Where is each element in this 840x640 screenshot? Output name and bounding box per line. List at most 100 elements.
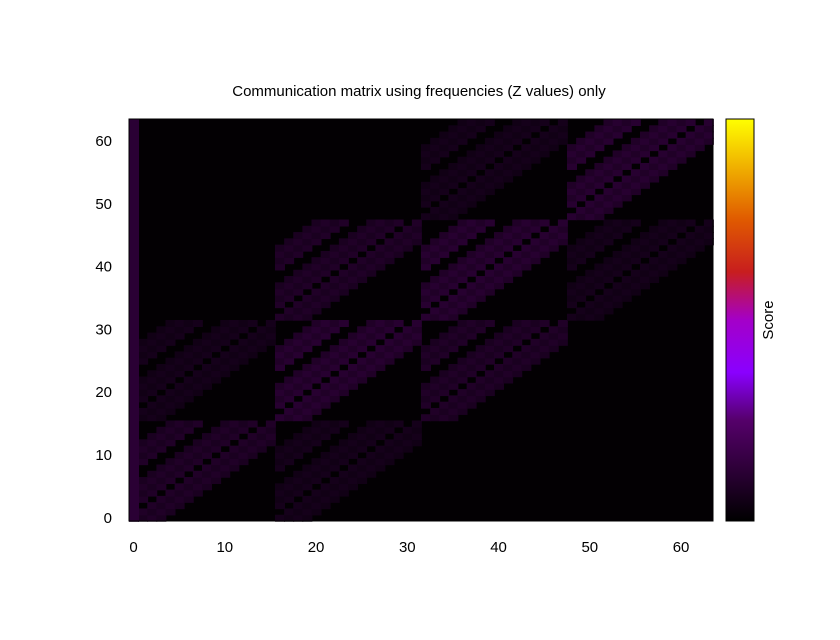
heatmap-cell	[357, 433, 368, 441]
heatmap-cell	[411, 225, 422, 233]
heatmap-cell	[402, 326, 413, 334]
heatmap-cell	[667, 162, 678, 170]
heatmap-cell	[302, 502, 313, 510]
heatmap-cell	[640, 244, 650, 252]
heatmap-cell	[284, 458, 295, 466]
heatmap-cell	[658, 156, 669, 164]
heatmap-cell	[503, 363, 514, 371]
heatmap-cell	[475, 225, 486, 233]
heatmap-cell	[475, 357, 486, 365]
heatmap-cell	[311, 219, 322, 227]
heatmap-cell	[192, 477, 203, 485]
heatmap-cell	[338, 269, 349, 277]
heatmap-cell	[475, 181, 486, 189]
heatmap-cell	[585, 200, 596, 208]
heatmap-cell	[430, 282, 441, 290]
heatmap-cell	[384, 420, 395, 428]
heatmap-cell	[311, 502, 322, 510]
heatmap-cell	[302, 363, 313, 371]
heatmap-cell	[338, 345, 349, 353]
heatmap-cell	[494, 250, 504, 258]
heatmap-cell	[621, 162, 632, 170]
heatmap-cell	[448, 144, 459, 152]
heatmap-cell	[293, 407, 304, 415]
heatmap-cell	[430, 250, 441, 258]
heatmap-cell	[338, 276, 349, 284]
x-tick-label: 30	[399, 539, 416, 556]
heatmap-cell	[393, 451, 404, 459]
heatmap-cell	[685, 238, 696, 246]
heatmap-cell	[338, 477, 349, 485]
heatmap-cell	[466, 119, 477, 126]
heatmap-cell	[348, 370, 358, 378]
heatmap-cell	[539, 345, 550, 353]
heatmap-cell	[129, 269, 139, 277]
heatmap-cell	[430, 150, 441, 158]
heatmap-cell	[494, 131, 504, 139]
heatmap-cell	[183, 445, 194, 453]
heatmap-cell	[621, 156, 632, 164]
heatmap-cell	[640, 181, 650, 189]
heatmap-cell	[421, 244, 431, 252]
heatmap-cell	[466, 169, 477, 177]
heatmap-cell	[466, 219, 477, 227]
heatmap-cell	[512, 357, 523, 365]
heatmap-cell	[667, 156, 678, 164]
heatmap-cell	[220, 470, 231, 478]
heatmap-cell	[448, 282, 459, 290]
heatmap-cell	[640, 263, 650, 271]
heatmap-cell	[275, 357, 285, 365]
x-tick-label: 0	[129, 539, 137, 556]
heatmap-cell	[466, 162, 477, 170]
heatmap-cell	[430, 395, 441, 403]
heatmap-cell	[512, 338, 523, 346]
heatmap-cell	[311, 238, 322, 246]
heatmap-cell	[293, 470, 304, 478]
heatmap-cell	[557, 119, 568, 126]
heatmap-cell	[129, 225, 139, 233]
heatmap-cell	[439, 307, 450, 315]
heatmap-cell	[156, 345, 167, 353]
heatmap-cell	[384, 351, 395, 359]
heatmap-cell	[366, 269, 377, 277]
heatmap-cell	[211, 426, 222, 434]
heatmap-cell	[338, 439, 349, 447]
heatmap-cell	[612, 200, 623, 208]
heatmap-cell	[348, 477, 358, 485]
heatmap-cell	[329, 276, 340, 284]
heatmap-cell	[475, 288, 486, 296]
heatmap-cell	[275, 351, 285, 359]
heatmap-cell	[165, 508, 176, 516]
heatmap-cell	[521, 332, 532, 340]
heatmap-cell	[129, 389, 139, 397]
heatmap-cell	[439, 131, 450, 139]
heatmap-cell	[421, 263, 431, 271]
heatmap-cell	[430, 382, 441, 390]
heatmap-cell	[439, 389, 450, 397]
heatmap-cell	[475, 188, 486, 196]
heatmap-cell	[129, 495, 139, 503]
heatmap-cell	[366, 426, 377, 434]
heatmap-cell	[475, 125, 486, 133]
heatmap-cell	[229, 445, 240, 453]
heatmap-cell	[293, 307, 304, 315]
heatmap-cell	[466, 200, 477, 208]
heatmap-cell	[439, 181, 450, 189]
heatmap-cell	[421, 313, 431, 321]
heatmap-cell	[211, 439, 222, 447]
heatmap-cell	[265, 433, 276, 441]
heatmap-cell	[275, 414, 285, 422]
heatmap-cell	[311, 458, 322, 466]
heatmap-cell	[494, 332, 504, 340]
heatmap-cell	[311, 433, 322, 441]
heatmap-cell	[457, 276, 468, 284]
heatmap-cell	[503, 269, 514, 277]
heatmap-cell	[229, 326, 240, 334]
heatmap-cell	[576, 188, 587, 196]
heatmap-cell	[302, 332, 313, 340]
heatmap-cell	[612, 181, 623, 189]
heatmap-cell	[192, 420, 203, 428]
heatmap-cell	[183, 357, 194, 365]
heatmap-cell	[612, 225, 623, 233]
heatmap-cell	[357, 332, 368, 340]
